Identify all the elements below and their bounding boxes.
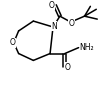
Text: O: O [10, 38, 16, 47]
Text: NH₂: NH₂ [80, 43, 94, 52]
Text: N: N [51, 22, 57, 31]
Text: O: O [49, 1, 55, 10]
Text: O: O [65, 63, 71, 72]
Text: O: O [69, 19, 75, 28]
